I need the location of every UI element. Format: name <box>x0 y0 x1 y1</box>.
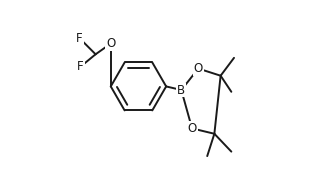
Text: F: F <box>77 60 84 73</box>
Text: O: O <box>187 122 197 135</box>
Text: O: O <box>106 37 115 50</box>
Text: B: B <box>177 84 185 96</box>
Text: O: O <box>194 62 203 75</box>
Text: F: F <box>76 32 83 45</box>
